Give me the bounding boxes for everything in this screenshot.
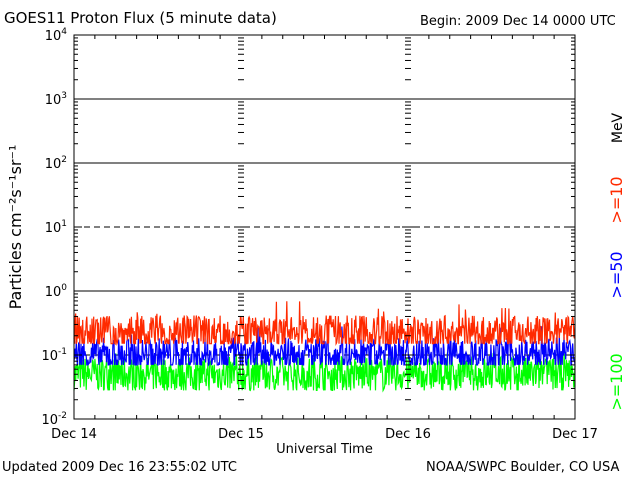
legend-unit: MeV <box>610 112 626 143</box>
x-tick-label: Dec 15 <box>218 427 264 442</box>
legend-2: >=50 <box>607 251 626 298</box>
x-tick-label: Dec 16 <box>385 427 431 442</box>
chart-title: GOES11 Proton Flux (5 minute data) <box>4 9 277 27</box>
y-tick-label: 102 <box>45 155 67 172</box>
footer-updated: Updated 2009 Dec 16 23:55:02 UTC <box>2 460 237 475</box>
begin-time-label: Begin: 2009 Dec 14 0000 UTC <box>420 14 616 29</box>
legend-3: >=100 <box>607 353 626 410</box>
legend-1: >=10 <box>607 176 626 223</box>
y-tick-label: 10-2 <box>41 411 67 428</box>
y-axis-title: Particles cm⁻²s⁻¹sr⁻¹ <box>6 145 25 310</box>
x-tick-label: Dec 14 <box>51 427 97 442</box>
series-line-1 <box>73 301 576 347</box>
plot-frame <box>73 34 576 420</box>
series-line-3 <box>73 352 576 393</box>
y-tick-label: 10-1 <box>41 347 67 364</box>
y-tick-label: 103 <box>45 91 67 108</box>
y-tick-label: 104 <box>45 27 68 44</box>
y-tick-label: 100 <box>45 283 68 300</box>
x-tick-label: Dec 17 <box>552 427 598 442</box>
footer-credit: NOAA/SWPC Boulder, CO USA <box>426 460 620 475</box>
y-tick-label: 101 <box>45 219 67 236</box>
x-axis-title: Universal Time <box>276 442 373 457</box>
